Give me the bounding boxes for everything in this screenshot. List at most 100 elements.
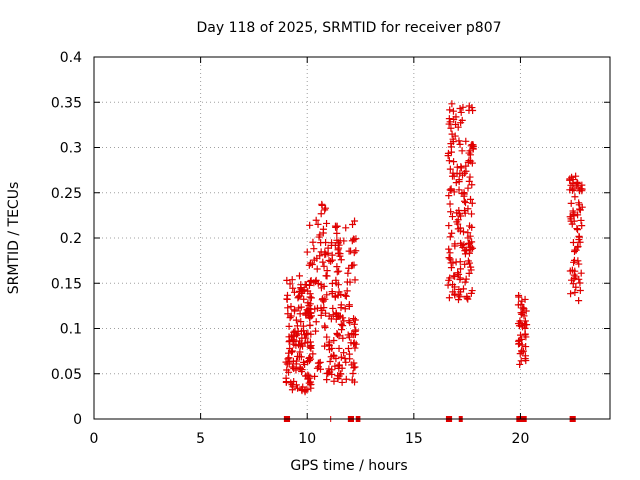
- data-point: [575, 233, 583, 241]
- data-point: [521, 331, 529, 339]
- data-point: [285, 349, 293, 357]
- x-axis-label: GPS time / hours: [290, 458, 407, 474]
- data-point: [453, 163, 461, 171]
- data-point: [310, 279, 318, 287]
- data-point: [312, 318, 320, 326]
- y-tick-label: 0.2: [60, 231, 82, 247]
- data-point: [290, 288, 298, 296]
- data-point: [569, 280, 577, 288]
- data-point: [306, 309, 314, 317]
- data-point: [310, 245, 318, 253]
- data-point: [302, 281, 310, 289]
- data-point: [517, 309, 525, 317]
- data-point: [349, 220, 357, 228]
- data-point: [463, 294, 471, 302]
- data-point: [574, 243, 582, 251]
- data-point: [332, 279, 340, 287]
- data-point: [285, 357, 293, 365]
- x-tick-label: 10: [298, 431, 316, 447]
- data-point: [339, 322, 347, 330]
- data-point: [337, 301, 345, 309]
- data-point: [444, 281, 452, 289]
- data-point: [286, 344, 294, 352]
- data-point: [288, 348, 296, 356]
- data-point: [575, 199, 583, 207]
- data-point: [576, 286, 584, 294]
- data-point: [287, 303, 295, 311]
- data-point: [294, 330, 302, 338]
- data-point: [461, 278, 469, 286]
- data-point: [305, 354, 313, 362]
- data-point: [286, 314, 294, 322]
- data-point: [445, 254, 453, 262]
- data-point: [298, 368, 306, 376]
- data-point: [342, 292, 350, 300]
- data-point: [567, 290, 575, 298]
- data-point: [333, 236, 341, 244]
- data-point: [574, 211, 582, 219]
- data-point: [313, 265, 321, 273]
- data-point: [446, 106, 454, 114]
- data-point: [343, 278, 351, 286]
- data-point: [338, 378, 346, 386]
- data-point: [454, 296, 462, 304]
- data-point: [445, 222, 453, 230]
- data-point: [448, 100, 456, 108]
- data-point: [283, 366, 291, 374]
- data-point: [567, 199, 575, 207]
- data-point: [345, 247, 353, 255]
- y-tick-label: 0.1: [60, 322, 82, 338]
- data-point: [343, 287, 351, 295]
- data-point: [348, 261, 356, 269]
- y-axis-label: SRMTID / TECUs: [6, 182, 22, 295]
- data-point: [300, 358, 308, 366]
- data-point: [458, 147, 466, 155]
- data-point: [317, 311, 325, 319]
- data-point: [521, 355, 529, 363]
- x-tick-label: 0: [90, 431, 99, 447]
- chart-title: Day 118 of 2025, SRMTID for receiver p80…: [196, 20, 501, 36]
- data-point: [301, 386, 309, 394]
- data-point: [444, 152, 452, 160]
- data-point: [465, 269, 473, 277]
- data-point: [446, 274, 454, 282]
- data-point: [457, 163, 465, 171]
- data-point: [451, 242, 459, 250]
- data-point: [331, 293, 339, 301]
- data-point: [456, 258, 464, 266]
- data-point: [306, 314, 314, 322]
- data-point: [303, 248, 311, 256]
- data-point: [313, 304, 321, 312]
- data-point: [283, 291, 291, 299]
- data-point: [350, 320, 358, 328]
- data-point: [313, 364, 321, 372]
- data-point: [468, 141, 476, 149]
- data-point: [305, 379, 313, 387]
- data-point: [455, 285, 463, 293]
- data-point: [312, 216, 320, 224]
- data-point: [515, 322, 523, 330]
- data-point: [446, 200, 454, 208]
- data-point: [328, 288, 336, 296]
- data-point: [323, 333, 331, 341]
- data-point: [322, 309, 330, 317]
- data-point: [334, 375, 342, 383]
- data-point: [469, 244, 477, 252]
- data-point: [304, 299, 312, 307]
- data-point: [306, 343, 314, 351]
- data-point: [457, 108, 465, 116]
- data-point: [285, 322, 293, 330]
- data-point: [575, 297, 583, 305]
- data-point: [576, 279, 584, 287]
- data-point: [571, 193, 579, 201]
- data-point: [333, 229, 341, 237]
- data-point: [449, 288, 457, 296]
- data-point: [306, 321, 314, 329]
- data-point: [289, 284, 297, 292]
- data-point: [469, 144, 477, 152]
- data-point: [462, 137, 470, 145]
- data-point: [325, 312, 333, 320]
- data-point: [578, 222, 586, 230]
- data-point: [521, 317, 529, 325]
- y-tick-label: 0.3: [60, 141, 82, 157]
